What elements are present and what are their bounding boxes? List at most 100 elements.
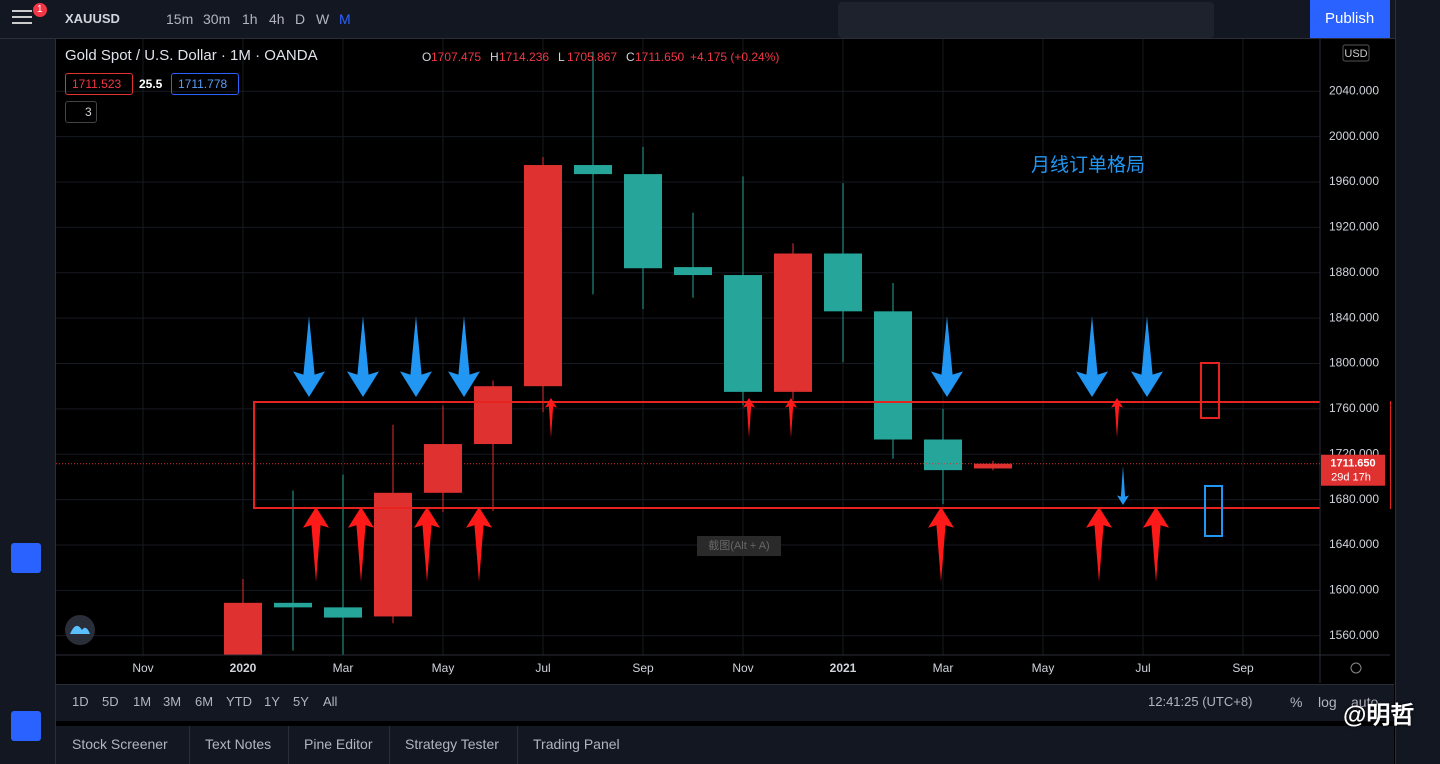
candle-body xyxy=(274,602,312,608)
range-button[interactable]: 1M xyxy=(133,694,152,709)
arrow-up xyxy=(1143,507,1169,582)
settings-icon[interactable] xyxy=(1350,662,1362,674)
interval[interactable]: W xyxy=(316,11,330,27)
x-tick-label: Jul xyxy=(1135,661,1150,675)
range-bar xyxy=(56,684,1394,721)
last-price: 1711.650 xyxy=(1330,458,1375,470)
candle-body xyxy=(724,275,762,392)
active-tool[interactable] xyxy=(11,543,41,573)
x-tick-label: 2021 xyxy=(830,661,857,675)
tab[interactable]: Pine Editor xyxy=(304,736,373,752)
arrow-up xyxy=(303,507,329,582)
y-tick-label: 1560.000 xyxy=(1329,628,1379,642)
tab[interactable]: Stock Screener xyxy=(72,736,168,752)
arrow-down xyxy=(1131,316,1163,397)
arrow-down xyxy=(1117,466,1129,505)
tab[interactable]: Trading Panel xyxy=(533,736,620,752)
publish[interactable]: Publish xyxy=(1325,10,1375,27)
x-tick-label: Nov xyxy=(732,661,753,675)
range-button[interactable]: 5Y xyxy=(293,694,309,709)
tab[interactable]: Strategy Tester xyxy=(405,736,499,752)
y-tick-label: 1640.000 xyxy=(1329,537,1379,551)
bid-box xyxy=(65,73,133,95)
x-tick-label: Mar xyxy=(933,661,954,675)
tab-separator xyxy=(288,726,289,764)
arrow-up xyxy=(928,507,954,582)
ohlc-label: H xyxy=(490,50,499,64)
ohlc-label: C xyxy=(626,50,635,64)
ohlc-label: O xyxy=(422,50,432,64)
arrow-up xyxy=(1111,398,1123,438)
tooltip-bg xyxy=(697,536,781,556)
candle-body xyxy=(824,253,862,312)
y-tick-label: 1880.000 xyxy=(1329,265,1379,279)
candle-body xyxy=(774,253,812,392)
percent-toggle[interactable]: % xyxy=(1290,694,1303,710)
candle-body xyxy=(474,386,512,445)
log-toggle[interactable]: log xyxy=(1318,694,1337,710)
small-blue-box xyxy=(1204,485,1223,537)
ohlc-label: L xyxy=(558,50,565,64)
tab-separator xyxy=(189,726,190,764)
ask: 1711.778 xyxy=(178,77,228,91)
axes: 1560.0001600.0001640.0001680.0001720.000… xyxy=(132,83,1379,675)
interval[interactable]: 15m xyxy=(166,11,194,27)
auto-toggle[interactable]: auto xyxy=(1351,694,1379,710)
y-tick-label: 1920.000 xyxy=(1329,220,1379,234)
y-tick-label: 1680.000 xyxy=(1329,492,1379,506)
interval[interactable]: 30m xyxy=(203,11,231,27)
interval[interactable]: M xyxy=(339,11,351,27)
arrow-down xyxy=(400,316,432,397)
menu-icon[interactable] xyxy=(12,10,32,12)
x-tick-label: Nov xyxy=(132,661,153,675)
arrow-down xyxy=(448,316,480,397)
indicators-box[interactable] xyxy=(65,101,97,123)
arrow-down xyxy=(1076,316,1108,397)
interval[interactable]: 1h xyxy=(242,11,258,27)
change: +4.175 (+0.24%) xyxy=(690,50,780,64)
arrow-up xyxy=(743,398,755,438)
interval[interactable]: D xyxy=(295,11,306,27)
right-toolbar xyxy=(1395,0,1440,764)
tab-separator xyxy=(389,726,390,764)
range-button[interactable]: All xyxy=(323,694,338,709)
candle-body xyxy=(674,267,712,276)
arrow-up xyxy=(414,507,440,582)
candle-body xyxy=(524,165,562,387)
candle-body xyxy=(924,439,962,471)
range-button[interactable]: 6M xyxy=(195,694,214,709)
drawing-toolbar xyxy=(838,2,1214,38)
x-tick-label: May xyxy=(1032,661,1055,675)
legend-title: Gold Spot / U.S. Dollar · 1M · OANDA xyxy=(65,47,318,64)
x-tick-label: Sep xyxy=(632,661,654,675)
tab-separator xyxy=(517,726,518,764)
logo-icon xyxy=(70,625,90,634)
y-tick-label: 2000.000 xyxy=(1329,129,1379,143)
badge: 1 xyxy=(37,4,43,15)
ohlc-value: 1711.650 xyxy=(635,50,685,64)
ask-box xyxy=(171,73,239,95)
candle-body xyxy=(324,607,362,618)
interval[interactable]: 4h xyxy=(269,11,285,27)
candle-body xyxy=(374,492,412,617)
range-button[interactable]: YTD xyxy=(226,694,252,709)
range-button[interactable]: 1Y xyxy=(264,694,280,709)
range-button[interactable]: 5D xyxy=(102,694,119,709)
candles xyxy=(224,51,1012,655)
range-button[interactable]: 1D xyxy=(72,694,89,709)
candle-body xyxy=(574,165,612,175)
favorites[interactable] xyxy=(11,711,41,741)
watermark: @明哲 xyxy=(1343,702,1415,729)
y-tick-label: 1800.000 xyxy=(1329,356,1379,370)
tab[interactable]: Text Notes xyxy=(205,736,272,752)
arrow-up xyxy=(785,398,797,438)
arrow-up xyxy=(466,507,492,582)
x-tick-label: Jul xyxy=(535,661,550,675)
price-axis xyxy=(1320,38,1390,655)
y-tick-label: 1760.000 xyxy=(1329,401,1379,415)
range-button[interactable]: 3M xyxy=(163,694,182,709)
publish-button[interactable] xyxy=(1310,0,1390,38)
indicators-count[interactable]: 3 xyxy=(85,105,92,119)
